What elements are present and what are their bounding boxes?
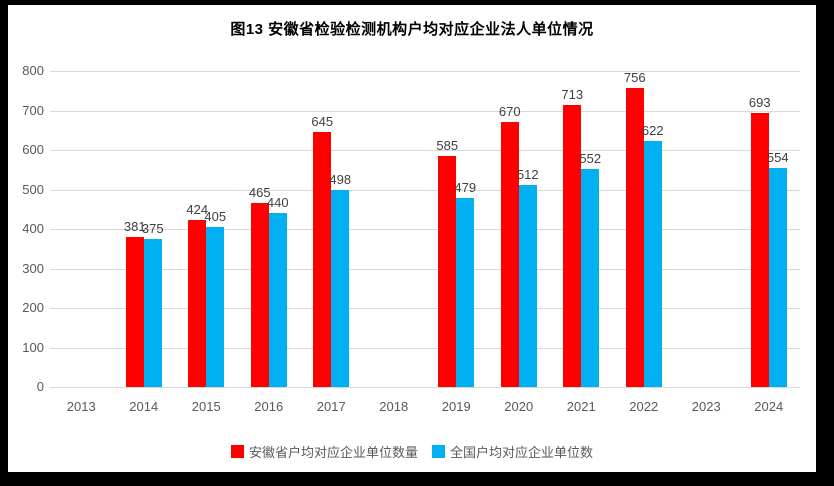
y-axis-tick-400: 400 (22, 221, 44, 236)
bar-anhui-2022 (625, 88, 644, 387)
x-axis-tick-2021: 2021 (566, 399, 596, 414)
gridline-500 (50, 189, 800, 191)
legend: 安徽省户均对应企业单位数量 全国户均对应企业单位数 (8, 442, 816, 461)
bar-anhui-2024 (750, 113, 769, 387)
bar-label-anhui-2020: 670 (498, 104, 521, 120)
legend-swatch-anhui-icon (230, 445, 244, 458)
legend-swatch-national-icon (432, 445, 445, 458)
bar-label-anhui-2016: 465 (248, 185, 271, 201)
bar-national-2015 (206, 227, 225, 387)
plot-area: 0 100 200 300 400 500 600 700 800 2013 2014 2015 201… (8, 5, 816, 472)
bar-anhui-2019 (438, 155, 457, 387)
bar-anhui-2014 (125, 236, 144, 387)
legend-label-national: 全国户均对应企业单位数 (450, 445, 594, 460)
y-axis-tick-0: 0 (36, 379, 44, 394)
bar-national-2022 (643, 141, 662, 387)
bar-label-national-2021: 552 (579, 150, 602, 166)
x-axis-tick-2016: 2016 (254, 399, 284, 414)
bar-label-anhui-2014: 381 (123, 218, 146, 234)
bar-label-national-2016: 440 (266, 195, 289, 211)
legend-label-anhui: 安徽省户均对应企业单位数量 (248, 445, 418, 460)
y-axis-tick-200: 200 (22, 300, 44, 315)
y-axis-tick-600: 600 (22, 142, 44, 157)
bar-national-2020 (518, 184, 537, 387)
gridline-700 (50, 110, 800, 112)
x-axis-tick-2015: 2015 (191, 399, 221, 414)
bar-label-anhui-2024: 693 (748, 95, 771, 111)
x-axis-tick-2018: 2018 (379, 399, 409, 414)
bar-label-anhui-2017: 645 (311, 114, 334, 130)
gridline-100 (50, 347, 800, 349)
gridline-800 (50, 71, 800, 72)
bar-national-2021 (581, 168, 600, 387)
bar-label-anhui-2022: 756 (623, 70, 646, 86)
gridline-600 (50, 150, 800, 151)
y-axis-tick-300: 300 (22, 260, 44, 276)
bar-label-anhui-2021: 713 (561, 87, 584, 103)
chart-title: 图13 安徽省检验检测机构户均对应企业法人单位情况 (230, 21, 594, 38)
bar-label-national-2015: 405 (204, 209, 227, 225)
bar-label-national-2014: 375 (141, 220, 164, 236)
bar-label-anhui-2015: 424 (186, 201, 209, 217)
bar-anhui-2015 (188, 219, 207, 387)
y-axis-tick-700: 700 (22, 102, 44, 118)
x-axis-tick-2022: 2022 (629, 399, 659, 414)
bar-anhui-2017 (313, 132, 332, 387)
y-axis-tick-500: 500 (22, 181, 44, 197)
bar-label-national-2022: 622 (641, 123, 664, 139)
bar-anhui-2020 (500, 122, 519, 387)
gridline-400 (50, 229, 800, 230)
bar-label-national-2024: 554 (766, 150, 789, 166)
bar-label-national-2017: 498 (329, 172, 352, 188)
bar-anhui-2016 (250, 203, 269, 387)
gridline-200 (50, 308, 800, 309)
bar-national-2017 (331, 190, 350, 387)
x-axis-tick-2020: 2020 (504, 399, 534, 414)
y-axis-tick-800: 800 (22, 63, 44, 78)
x-axis-tick-2019: 2019 (441, 399, 471, 414)
x-axis-tick-2013: 2013 (66, 399, 96, 414)
bar-national-2016 (268, 213, 287, 387)
gridline-300 (50, 268, 800, 270)
bar-label-national-2019: 479 (454, 179, 477, 195)
chart-canvas: 图13 安徽省检验检测机构户均对应企业法人单位情况 0 100 200 300 400 5… (8, 5, 816, 472)
x-axis-tick-2014: 2014 (129, 399, 159, 414)
x-axis-tick-2024: 2024 (754, 399, 784, 414)
bar-label-national-2020: 512 (516, 166, 539, 182)
bar-national-2014 (143, 238, 162, 387)
x-axis-tick-2017: 2017 (316, 399, 346, 414)
legend-item-anhui: 安徽省户均对应企业单位数量 (230, 442, 418, 461)
bar-national-2019 (456, 197, 475, 387)
bar-anhui-2021 (563, 105, 582, 387)
bar-national-2024 (768, 168, 787, 387)
y-axis-tick-100: 100 (22, 339, 44, 355)
legend-item-national: 全国户均对应企业单位数 (432, 442, 593, 461)
bar-label-anhui-2019: 585 (436, 137, 459, 153)
gridline-0 (50, 387, 800, 388)
x-axis-tick-2023: 2023 (691, 399, 721, 414)
